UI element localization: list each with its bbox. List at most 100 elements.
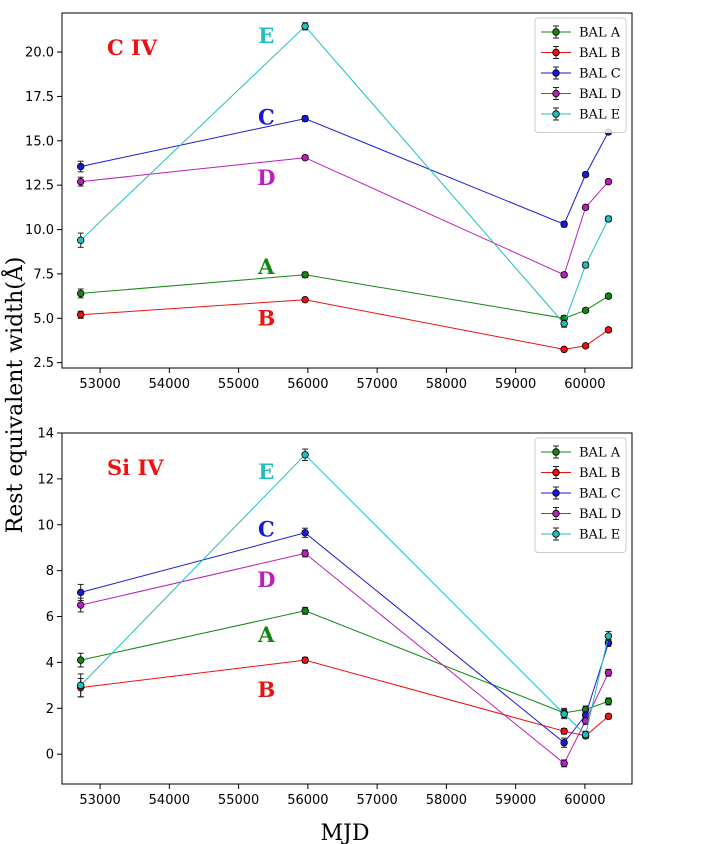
legend-label: BAL E [579,108,620,123]
x-tick-label: 53000 [79,793,120,808]
series-annotation: D [257,165,275,190]
legend-marker [552,448,560,456]
legend-label: BAL A [579,26,621,41]
x-tick-label: 59000 [495,377,536,392]
data-point [301,22,309,31]
x-tick-label: 58000 [426,793,467,808]
y-tick-label: 7.5 [33,267,54,282]
y-tick-label: 6 [46,610,54,625]
data-point [560,220,568,228]
x-tick-label: 59000 [495,793,536,808]
series-line-c [80,532,609,744]
series-line-e [80,25,609,325]
legend-label: BAL C [579,487,621,502]
legend-marker [552,110,560,118]
x-tick-label: 53000 [79,377,120,392]
series-annotation: C [258,516,275,541]
y-tick-label: 10 [37,518,54,533]
data-point [301,295,309,304]
panel-title: Si IV [107,455,164,480]
data-point [76,289,85,298]
series-annotation: C [258,105,275,130]
data-point [76,177,85,186]
panel-title: C IV [107,35,158,60]
y-tick-label: 5.0 [33,312,54,327]
data-point [76,588,85,597]
data-point [76,656,85,664]
legend-marker [552,509,560,518]
y-tick-label: 12.5 [25,179,54,194]
data-point [581,261,590,269]
data-point [301,656,309,664]
series-line-a [80,610,609,714]
data-point [560,345,568,354]
data-point [604,292,613,300]
data-point [604,697,613,706]
data-point [560,727,568,735]
y-axis-label: Rest equivalent width(Å) [0,257,28,534]
y-tick-label: 8 [46,564,54,579]
data-point [581,730,590,739]
series-annotation: E [258,459,274,484]
y-tick-label: 4 [46,656,54,671]
data-point [581,342,590,350]
y-tick-label: 2.5 [33,356,54,371]
x-tick-label: 58000 [426,377,467,392]
data-point [581,170,590,179]
data-point [604,632,613,640]
series-line-b [80,299,609,350]
data-point [76,681,85,690]
data-point [76,162,85,171]
data-point [301,549,309,558]
x-tick-label: 54000 [149,377,190,392]
legend-marker [552,28,560,36]
y-tick-label: 17.5 [25,90,54,105]
data-point [301,114,309,123]
x-tick-label: 56000 [287,793,328,808]
legend-label: BAL C [579,67,621,82]
legend-marker [552,89,560,98]
data-point [604,712,613,721]
data-point [560,710,568,718]
y-tick-label: 15.0 [25,134,54,149]
x-tick-label: 55000 [218,793,259,808]
x-tick-label: 55000 [218,377,259,392]
series-line-a [80,274,609,319]
series-line-b [80,659,609,737]
data-point [604,326,613,334]
legend-label: BAL D [579,87,621,102]
legend-label: BAL B [579,466,620,481]
series-line-e [80,454,609,736]
data-point [560,319,568,328]
data-point [604,215,613,223]
data-point [301,607,309,615]
plot-frame [61,432,633,785]
series-line-d [80,157,609,276]
series-annotation: E [258,23,274,48]
data-point [560,739,568,747]
legend-label: BAL B [579,46,620,61]
plot-frame [61,12,633,369]
series-annotation: D [257,567,275,592]
series-annotation: B [257,305,275,330]
data-point [301,451,309,459]
x-tick-label: 60000 [564,377,605,392]
data-point [581,306,590,315]
series-line-c [80,118,609,225]
civ-panel: 53000 54000 55000 56000 57000 58000 59000 60000… [25,12,633,392]
data-point [76,236,85,244]
legend-label: BAL D [579,507,621,522]
data-point [76,601,85,609]
data-point [301,529,309,537]
series-annotation: A [257,254,275,279]
y-tick-label: 10.0 [25,223,54,238]
legend-marker [552,468,560,477]
data-point [560,271,568,279]
legend-marker [552,489,560,497]
y-tick-label: 14 [37,427,54,442]
siiv-panel: 53000 54000 55000 56000 57000 58000 59000 60000… [37,427,633,808]
x-tick-label: 57000 [356,793,397,808]
legend-marker [552,530,560,538]
data-point [301,271,309,279]
